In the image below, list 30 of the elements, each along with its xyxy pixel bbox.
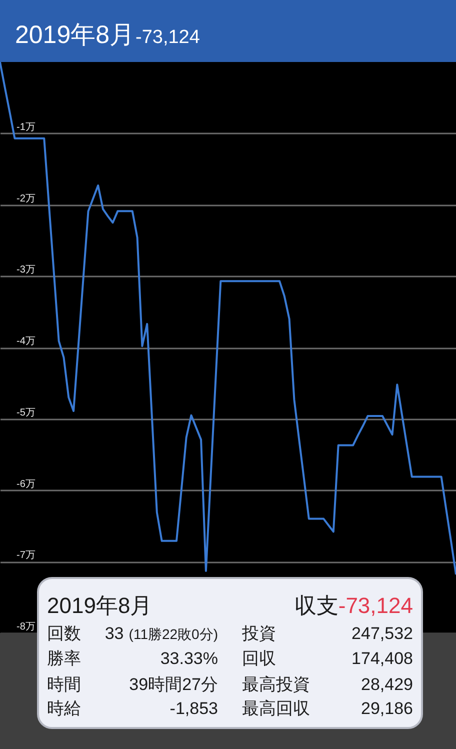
- text: -73,124: [136, 27, 200, 48]
- text: 39時間27分: [129, 675, 218, 694]
- y-tick-label: -5万: [16, 407, 36, 418]
- text: -1,853: [170, 699, 218, 718]
- annotation: 回数: [47, 624, 81, 643]
- text: 28,429: [361, 675, 413, 694]
- text: 回収: [242, 649, 276, 668]
- annotation: (11勝22敗0分): [128, 626, 218, 642]
- y-tick-label: -1万: [16, 122, 36, 133]
- text: 時間: [47, 675, 81, 694]
- annotation: 33: [104, 624, 124, 643]
- chart-title: 2019年8月: [15, 21, 135, 49]
- annotation: 2019年8月: [47, 593, 152, 618]
- text: 29,186: [361, 699, 413, 718]
- y-tick-label: -8万: [16, 622, 36, 632]
- y-tick-label: -6万: [16, 478, 36, 490]
- y-tick-label: -2万: [16, 193, 36, 204]
- annotation: 投資: [241, 624, 276, 643]
- y-tick-label: -3万: [16, 264, 36, 276]
- annotation: 247,532: [352, 624, 413, 643]
- y-tick-label: -4万: [16, 336, 36, 347]
- text: 33.33%: [160, 649, 218, 668]
- text: 最高投資: [242, 675, 310, 694]
- text: 時給: [47, 699, 81, 718]
- text: 勝率: [47, 649, 81, 668]
- text: -73,124: [338, 593, 413, 618]
- text: 174,408: [352, 649, 413, 668]
- text: 最高回収: [242, 699, 310, 718]
- annotation: 収支: [294, 593, 338, 618]
- y-tick-label: -7万: [16, 550, 36, 562]
